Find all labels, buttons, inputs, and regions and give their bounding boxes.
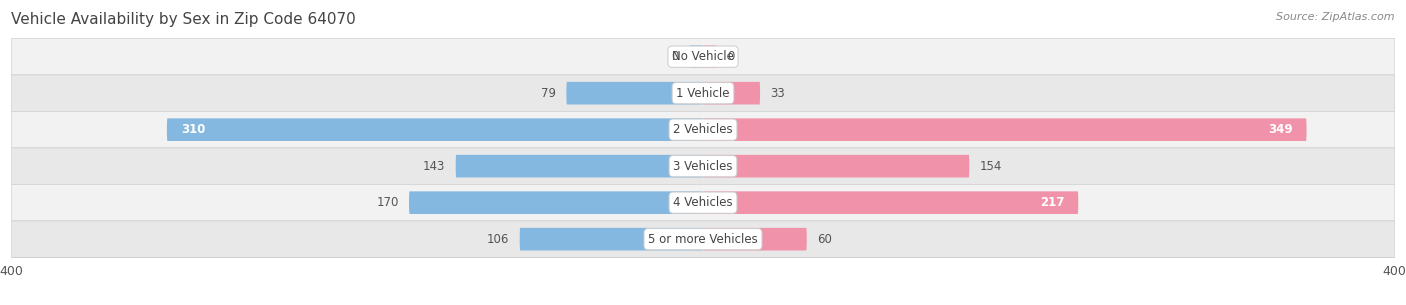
Text: 60: 60 [817,233,832,246]
Text: 79: 79 [541,87,555,100]
Text: 0: 0 [672,50,679,63]
FancyBboxPatch shape [409,191,703,214]
FancyBboxPatch shape [703,82,761,105]
Text: 5 or more Vehicles: 5 or more Vehicles [648,233,758,246]
FancyBboxPatch shape [167,118,703,141]
Legend: Male, Female: Male, Female [637,302,769,305]
Text: 2 Vehicles: 2 Vehicles [673,123,733,136]
FancyBboxPatch shape [11,111,1395,148]
Text: 1 Vehicle: 1 Vehicle [676,87,730,100]
Text: 310: 310 [181,123,205,136]
FancyBboxPatch shape [11,75,1395,111]
Text: 349: 349 [1268,123,1292,136]
FancyBboxPatch shape [703,228,807,250]
FancyBboxPatch shape [11,38,1395,75]
Text: 3 Vehicles: 3 Vehicles [673,160,733,173]
Text: Source: ZipAtlas.com: Source: ZipAtlas.com [1277,12,1395,22]
FancyBboxPatch shape [520,228,703,250]
FancyBboxPatch shape [689,45,703,68]
FancyBboxPatch shape [11,148,1395,185]
Text: 143: 143 [423,160,446,173]
Text: 217: 217 [1040,196,1064,209]
FancyBboxPatch shape [456,155,703,178]
Text: 154: 154 [980,160,1002,173]
FancyBboxPatch shape [11,185,1395,221]
FancyBboxPatch shape [11,221,1395,257]
Text: 33: 33 [770,87,785,100]
FancyBboxPatch shape [703,118,1306,141]
Text: 106: 106 [486,233,509,246]
FancyBboxPatch shape [567,82,703,105]
FancyBboxPatch shape [703,155,969,178]
Text: 170: 170 [377,196,399,209]
Text: Vehicle Availability by Sex in Zip Code 64070: Vehicle Availability by Sex in Zip Code … [11,12,356,27]
Text: 0: 0 [727,50,734,63]
FancyBboxPatch shape [703,45,717,68]
Text: No Vehicle: No Vehicle [672,50,734,63]
Text: 4 Vehicles: 4 Vehicles [673,196,733,209]
FancyBboxPatch shape [703,191,1078,214]
